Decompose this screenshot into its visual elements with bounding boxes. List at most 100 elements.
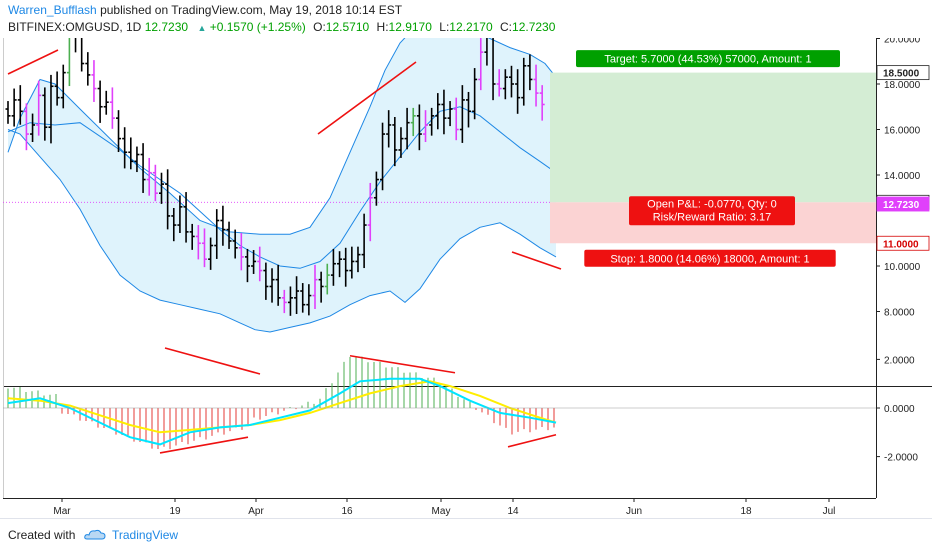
tradingview-cloud-icon [84,529,106,540]
candle [238,233,244,271]
candle [392,116,398,167]
price-axis-tag: 11.0000 [876,235,930,251]
candle [466,91,471,128]
candle [435,93,441,130]
candle [97,80,103,123]
candle [257,246,263,282]
candle [269,268,275,303]
candle [48,74,54,144]
candle [330,248,336,286]
trendline [507,433,557,448]
chart-header: Warren_Bufflash published on TradingView… [0,0,932,38]
candle [146,157,152,196]
candle [324,263,330,295]
candle [109,87,115,129]
price-axis-tag-text: 12.7230 [883,200,920,211]
high-label: H: [376,20,389,34]
candle [122,127,128,169]
candle [380,122,386,191]
trendline [159,436,249,454]
candle [152,164,158,202]
date-tick-label: 18 [740,506,752,517]
close-value: 12.7230 [512,20,556,34]
price-axis-tag: 12.7230 [876,196,930,212]
candle [201,228,207,268]
indicator-tick-label: 0.0000 [884,404,915,415]
date-tick-label: 16 [341,506,353,517]
candle [42,87,48,141]
candle [502,69,508,100]
candle [23,103,29,151]
pnl-label-line1: Open P&L: -0.0770, Qty: 0 [647,198,777,210]
candle [66,38,71,87]
symbol-label[interactable]: BITFINEX:OMGUSD, 1D [8,20,142,34]
candle [103,90,109,115]
date-tick-label: Jul [823,506,836,517]
candle [80,38,85,72]
candle [521,57,527,106]
candle [423,110,429,143]
candle [195,225,201,260]
tradingview-link[interactable]: TradingView [112,528,179,542]
price-axis-tag-bg [876,65,930,81]
candle [492,38,496,101]
candle [447,101,453,127]
candle [251,250,257,274]
candle [183,192,189,243]
last-price: 12.7230 [144,20,189,34]
candle [54,71,60,106]
low-label: L: [439,20,450,34]
candle [244,248,250,283]
trendline [349,354,456,374]
candle [508,65,514,98]
stop-label-text: Stop: 1.8000 (14.06%) 18000, Amount: 1 [610,253,809,265]
candle [11,88,17,127]
open-value: 12.5710 [325,20,370,34]
macd-signal-line [7,380,557,434]
candle [361,213,367,269]
candle [496,69,502,97]
price-axis-tag: 18.5000 [876,65,930,81]
target-zone [550,72,876,203]
candle [85,52,91,86]
candle [263,262,269,300]
date-tick-label: 19 [169,506,181,517]
date-tick-label: Mar [53,506,71,517]
candle [343,247,349,287]
candle [74,38,77,53]
candle [214,209,220,259]
indicator-tick-label: -2.0000 [884,453,918,464]
price-chart[interactable]: Target: 5.7000 (44.53%) 57000, Amount: 1… [0,38,932,518]
trendline [7,49,59,75]
candle [306,284,312,316]
candle [281,289,287,314]
author-link[interactable]: Warren_Bufflash [8,3,97,17]
candle [318,271,324,303]
candle [91,60,97,102]
triangle-up-icon: ▲ [197,23,207,33]
ohlc-legend: BITFINEX:OMGUSD, 1D 12.7230 ▲ +0.1570 (+… [8,20,555,34]
price-axis-tag-text: 18.5000 [883,69,920,80]
price-change: +0.1570 (+1.25%) [209,20,306,34]
close-label: C: [500,20,513,34]
stop-label: Stop: 1.8000 (14.06%) 18000, Amount: 1 [584,249,836,267]
candle [159,172,164,204]
candle [140,143,146,193]
bollinger-upper [7,38,557,235]
candle [373,171,379,206]
candle [128,137,134,170]
date-tick-label: 14 [507,506,519,517]
candle [478,38,484,91]
candle [337,251,343,278]
price-tick-label: 14.0000 [884,171,921,182]
candle [416,104,422,151]
candle [410,107,416,137]
bollinger-lower [7,129,557,333]
candle [484,38,488,66]
indicator-tick-label: 2.0000 [884,355,915,366]
pnl-label-line2: Risk/Reward Ratio: 3.17 [653,211,772,223]
created-with-text: Created with [8,528,76,542]
candle [349,246,355,279]
pnl-label-bg [629,196,795,226]
